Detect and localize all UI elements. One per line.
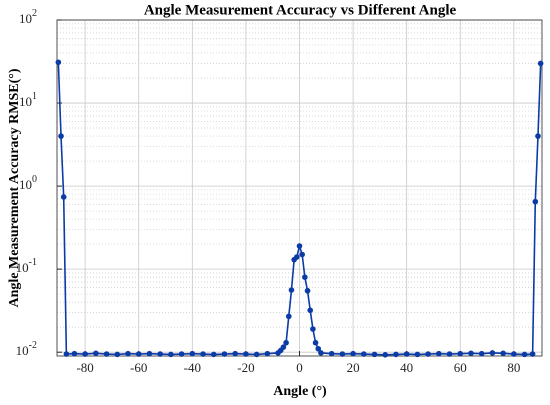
point bbox=[299, 251, 305, 258]
point bbox=[294, 254, 300, 260]
point bbox=[264, 350, 271, 357]
point bbox=[58, 133, 64, 139]
point bbox=[511, 351, 517, 357]
x-axis-label: Angle (°) bbox=[273, 384, 327, 399]
point bbox=[114, 351, 121, 358]
point bbox=[312, 339, 319, 346]
point bbox=[302, 274, 308, 280]
y-tick-exponent: -1 bbox=[29, 257, 37, 268]
point bbox=[310, 326, 316, 332]
point bbox=[446, 351, 453, 357]
point bbox=[307, 307, 314, 314]
point bbox=[210, 351, 217, 358]
x-tick-label: 60 bbox=[454, 360, 467, 375]
point bbox=[82, 351, 88, 357]
point bbox=[403, 351, 410, 357]
y-tick-exponent: -2 bbox=[29, 340, 37, 351]
y-tick-base: 10 bbox=[16, 260, 29, 275]
point bbox=[253, 351, 260, 358]
point bbox=[468, 350, 474, 357]
point bbox=[71, 350, 78, 357]
point bbox=[328, 350, 335, 357]
point bbox=[63, 351, 70, 357]
point bbox=[315, 345, 322, 352]
x-tick-label: 80 bbox=[507, 360, 520, 375]
point bbox=[537, 60, 544, 67]
y-tick-exponent: 2 bbox=[32, 8, 37, 19]
y-tick-label: 102 bbox=[19, 8, 37, 26]
point bbox=[221, 351, 228, 357]
x-tick-label: -80 bbox=[76, 360, 93, 375]
point bbox=[350, 350, 356, 357]
x-tick-label: 0 bbox=[296, 360, 303, 375]
point bbox=[535, 133, 541, 139]
y-tick-label: 100 bbox=[19, 174, 37, 192]
y-tick-exponent: 0 bbox=[32, 174, 37, 185]
y-tick-label: 10-1 bbox=[16, 257, 37, 275]
point bbox=[55, 59, 62, 66]
point bbox=[339, 351, 346, 357]
point bbox=[361, 351, 367, 357]
x-tick-label: -60 bbox=[130, 360, 147, 375]
point bbox=[318, 350, 324, 356]
point bbox=[243, 351, 249, 357]
point bbox=[425, 351, 431, 357]
y-tick-base: 10 bbox=[19, 11, 32, 26]
point bbox=[285, 313, 292, 320]
point bbox=[200, 351, 206, 357]
point bbox=[500, 350, 506, 357]
point bbox=[521, 351, 528, 358]
point bbox=[478, 350, 485, 357]
point bbox=[135, 351, 142, 357]
point bbox=[146, 350, 153, 357]
point bbox=[283, 339, 289, 346]
point bbox=[529, 351, 536, 357]
y-axis-label: Angle Measurement Accuracy RMSE(°) bbox=[7, 68, 22, 307]
point bbox=[414, 351, 421, 358]
point bbox=[489, 350, 496, 356]
y-tick-exponent: 1 bbox=[32, 91, 37, 102]
point bbox=[178, 351, 185, 357]
point bbox=[304, 287, 311, 294]
point bbox=[280, 344, 287, 350]
point bbox=[157, 351, 163, 357]
point bbox=[457, 350, 464, 357]
point bbox=[103, 351, 110, 357]
point bbox=[393, 351, 399, 358]
point bbox=[532, 198, 539, 205]
point bbox=[232, 350, 238, 357]
y-tick-base: 10 bbox=[19, 94, 32, 109]
x-tick-label: -40 bbox=[184, 360, 201, 375]
y-tick-base: 10 bbox=[19, 177, 32, 192]
point bbox=[125, 350, 131, 357]
x-tick-label: 20 bbox=[347, 360, 360, 375]
chart-title: Angle Measurement Accuracy vs Different … bbox=[144, 2, 457, 18]
point bbox=[436, 350, 442, 357]
y-tick-base: 10 bbox=[16, 343, 29, 358]
y-tick-label: 101 bbox=[19, 91, 37, 109]
point bbox=[371, 351, 378, 358]
point bbox=[189, 350, 196, 357]
x-tick-label: 40 bbox=[400, 360, 413, 375]
point bbox=[168, 351, 174, 358]
point bbox=[93, 350, 99, 357]
plot-frame bbox=[56, 19, 543, 357]
point bbox=[296, 243, 303, 249]
x-tick-label: -20 bbox=[237, 360, 254, 375]
point bbox=[382, 352, 389, 358]
point bbox=[60, 194, 67, 200]
y-tick-label: 10-2 bbox=[16, 340, 37, 358]
point bbox=[288, 287, 295, 293]
